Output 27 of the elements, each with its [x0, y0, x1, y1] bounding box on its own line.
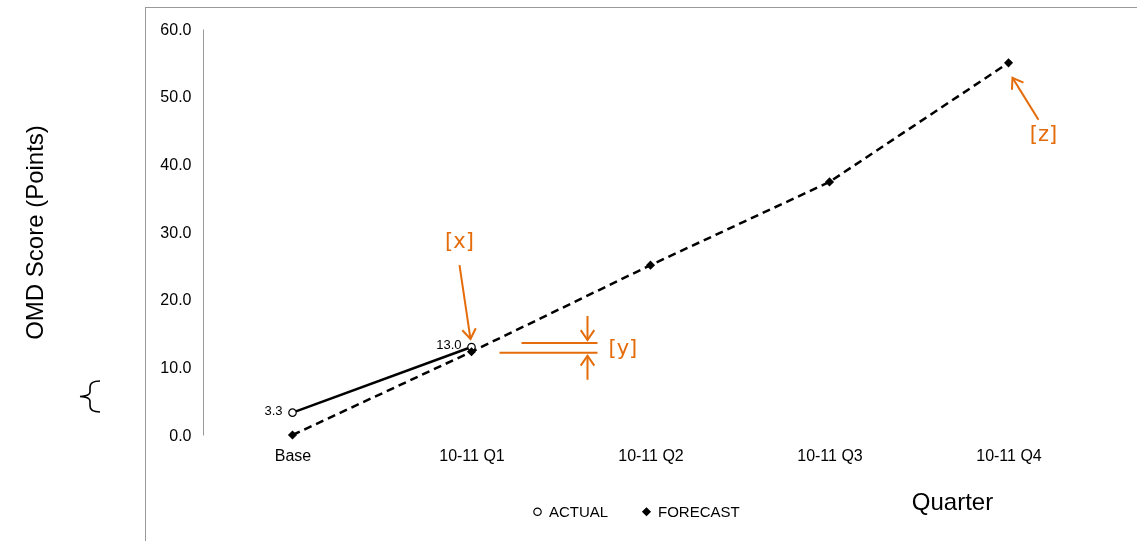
- annotation: [z]: [1029, 121, 1058, 146]
- y-tick-label: 30.0: [160, 223, 192, 241]
- point: [646, 260, 655, 270]
- data-label: 13.0: [436, 337, 462, 353]
- x-axis-title: Quarter: [911, 487, 994, 515]
- x-tick-label: Base: [274, 446, 312, 464]
- point: [1004, 58, 1013, 68]
- point: [288, 430, 297, 440]
- point: [825, 177, 834, 187]
- y-tick-label: 20.0: [160, 291, 192, 309]
- y-tick-label: 10.0: [160, 358, 192, 376]
- annotation: [x]: [445, 229, 474, 254]
- y-axis-title: OMD Score (Points): [20, 125, 48, 340]
- annotation: [y]: [608, 336, 638, 361]
- y-tick-label: 40.0: [160, 155, 192, 173]
- point: [288, 408, 297, 417]
- y-tick-label: 50.0: [160, 88, 192, 106]
- x-tick-label: 10-11 Q3: [797, 446, 863, 464]
- y-tick-label: 60.0: [160, 20, 192, 38]
- x-tick-label: 10-11 Q4: [976, 446, 1042, 464]
- point: [467, 347, 476, 357]
- x-tick-label: 10-11 Q1: [439, 446, 505, 464]
- legend-label: ACTUAL: [549, 502, 609, 520]
- x-tick-label: 10-11 Q2: [618, 446, 684, 464]
- data-label: 3.3: [264, 402, 283, 418]
- legend-label: FORECAST: [658, 502, 740, 520]
- y-tick-label: 0.0: [169, 426, 192, 444]
